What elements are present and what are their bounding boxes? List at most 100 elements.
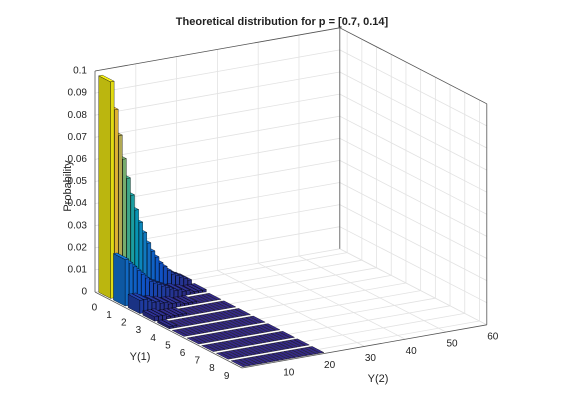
bar-top: [182, 284, 199, 292]
bar-top: [187, 306, 204, 314]
bar-top: [190, 283, 207, 291]
bar-top: [132, 292, 148, 300]
grid-line: [339, 226, 487, 304]
bar-top: [167, 307, 183, 315]
bar-top: [189, 295, 205, 304]
bar: [241, 317, 258, 325]
bar: [269, 342, 285, 351]
bar: [142, 309, 159, 322]
bar-top: [174, 283, 191, 291]
bar-top: [234, 308, 251, 316]
bar-top: [259, 354, 276, 362]
bar-top: [218, 311, 235, 319]
bar: [250, 336, 267, 344]
x-tick-label: 3: [136, 325, 142, 336]
x-axis-label: Y(1): [130, 351, 151, 363]
bar-top: [163, 308, 179, 316]
bar-top: [304, 346, 321, 355]
bar: [236, 348, 253, 356]
bar-top: [221, 341, 238, 349]
bar-top: [226, 309, 243, 317]
bar: [172, 329, 188, 337]
bar-front: [160, 302, 165, 311]
bar-top: [237, 318, 254, 326]
bar-top: [228, 350, 245, 358]
bar-top: [265, 343, 281, 351]
bar: [234, 308, 251, 316]
bar-top: [207, 333, 223, 341]
bar: [198, 314, 214, 322]
bar: [206, 313, 223, 321]
bar-top: [227, 329, 244, 338]
bar-top: [198, 314, 214, 322]
bar: [246, 336, 263, 344]
grid-line: [339, 115, 487, 193]
bar-top: [204, 323, 221, 331]
bar: [281, 340, 298, 348]
bar: [177, 318, 194, 326]
bar: [211, 302, 228, 310]
z-tick-label: 0.04: [68, 198, 88, 209]
bar-top: [98, 74, 115, 83]
bar: [229, 319, 245, 327]
y-tick-label: 10: [283, 367, 295, 378]
bar: [197, 294, 214, 302]
z-tick-label: 0.03: [68, 220, 88, 231]
grid-line: [339, 248, 487, 326]
bar: [243, 327, 260, 335]
bar: [254, 335, 271, 343]
bar: [203, 303, 220, 311]
bar: [232, 349, 249, 357]
bar: [274, 331, 291, 339]
bar: [194, 315, 210, 323]
bar: [231, 329, 248, 337]
bar: [273, 342, 290, 350]
bar-top: [224, 350, 241, 358]
bar: [201, 344, 218, 352]
bar-top: [241, 317, 258, 325]
bar-top: [169, 319, 186, 327]
bar: [278, 331, 295, 339]
bar: [189, 316, 206, 324]
bar: [187, 306, 204, 314]
bar: [157, 319, 174, 330]
bar: [234, 359, 251, 367]
bar-top: [264, 323, 281, 331]
bar: [191, 305, 208, 313]
bar: [98, 74, 115, 299]
bar-front: [179, 276, 184, 287]
bar: [283, 350, 300, 358]
bar: [258, 334, 275, 342]
bar: [220, 351, 237, 359]
bar-top: [261, 344, 277, 352]
bar: [266, 333, 283, 341]
bar: [245, 316, 262, 324]
bar-top: [255, 355, 272, 363]
bar: [230, 359, 247, 368]
bar: [308, 346, 325, 354]
bar: [238, 358, 255, 366]
bar-top: [233, 318, 250, 326]
bar-top: [256, 324, 272, 332]
bar-top: [144, 295, 161, 303]
bar-top: [193, 295, 210, 303]
bar-top: [211, 332, 228, 340]
bar: [208, 323, 225, 331]
bar: [228, 350, 245, 358]
bar: [251, 356, 268, 364]
bar-top: [113, 252, 130, 260]
bar: [194, 335, 211, 343]
bar-top: [266, 333, 283, 341]
bar-top: [199, 304, 216, 312]
x-tick-label: 9: [224, 371, 230, 382]
bar-top: [281, 340, 298, 348]
bar-top: [146, 309, 163, 317]
bar-top: [277, 341, 294, 349]
bar: [235, 328, 252, 336]
grid-line: [339, 49, 487, 127]
bar-top: [230, 308, 247, 317]
bar: [216, 321, 233, 329]
bar: [224, 350, 241, 358]
bar-top: [208, 323, 225, 331]
bar-front: [162, 314, 167, 320]
